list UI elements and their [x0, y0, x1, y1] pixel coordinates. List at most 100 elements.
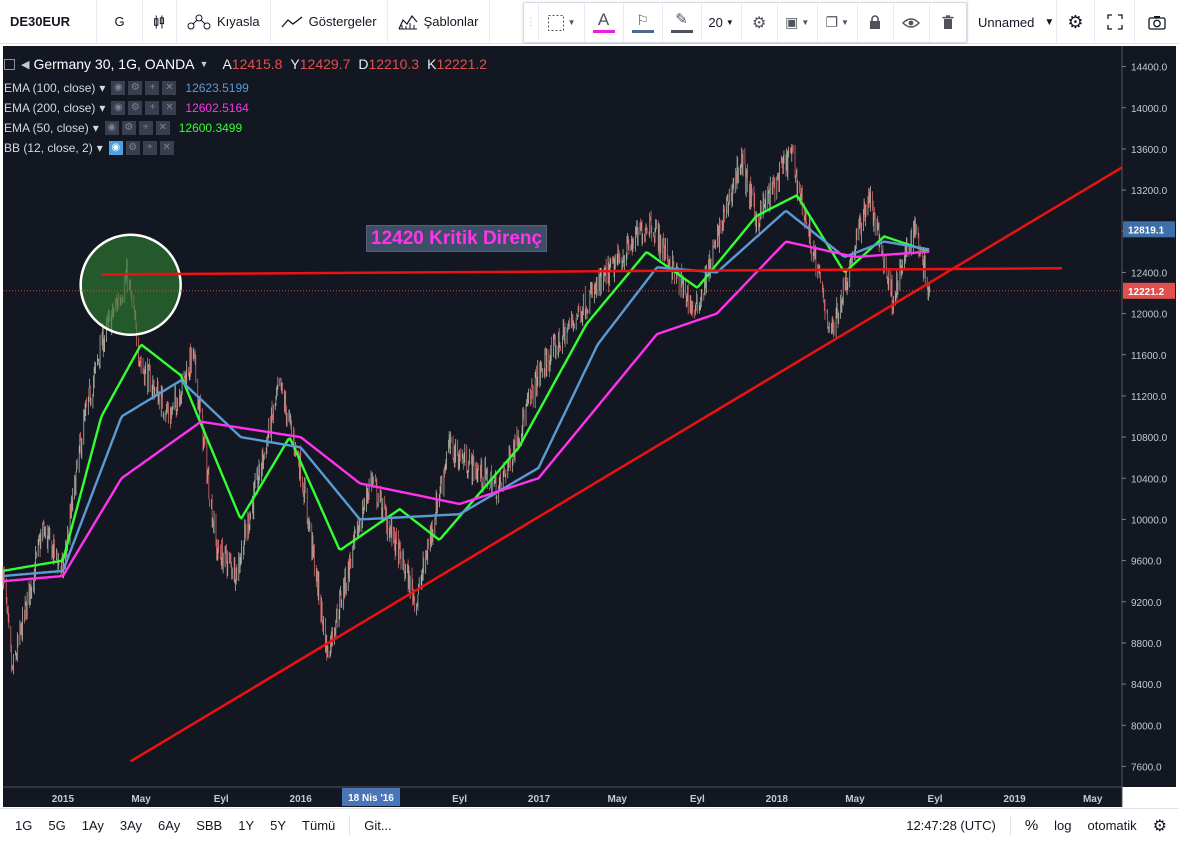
- more-icon[interactable]: +: [145, 101, 160, 115]
- text-color-button[interactable]: A: [585, 3, 624, 42]
- price-tick-label: 14400.0: [1131, 63, 1168, 74]
- chevron-down-icon[interactable]: ▼: [199, 59, 209, 69]
- indicator-legend-row[interactable]: EMA (200, close) ▾ ◉ ⚙ + ✕ 12602.5164: [4, 98, 495, 118]
- font-size-value: 20: [708, 15, 723, 30]
- templates-label: Şablonlar: [423, 14, 479, 29]
- range-button[interactable]: Tümü: [302, 817, 336, 833]
- fullscreen-button[interactable]: [1095, 0, 1135, 44]
- highlight-circle[interactable]: [79, 233, 182, 337]
- templates-button[interactable]: Şablonlar: [388, 0, 490, 44]
- more-icon[interactable]: +: [145, 81, 160, 95]
- chevron-down-icon[interactable]: ▾: [99, 101, 106, 115]
- lock-button[interactable]: [858, 3, 894, 42]
- indicators-button[interactable]: Göstergeler: [271, 0, 388, 44]
- goto-date-button[interactable]: Git...: [364, 817, 392, 833]
- settings-icon[interactable]: ⚙: [128, 81, 143, 95]
- price-tick-label: 8400.0: [1131, 680, 1162, 691]
- more-icon[interactable]: +: [142, 141, 157, 155]
- indicator-value: 12602.5164: [185, 101, 249, 115]
- ohlc-values: A12415.8 Y12429.7 D12210.3 K12221.2: [222, 56, 495, 72]
- range-button[interactable]: 6Ay: [158, 817, 181, 833]
- chevron-down-icon: ▼: [725, 18, 734, 27]
- settings-button[interactable]: ⚙: [1057, 0, 1095, 44]
- indicator-legend-row[interactable]: BB (12, close, 2) ▾ ◉ ⚙ + ✕: [4, 138, 495, 158]
- indicator-label[interactable]: EMA (200, close): [4, 101, 96, 115]
- chevron-down-icon: ▼: [1044, 16, 1055, 28]
- chevron-down-icon[interactable]: ▾: [96, 141, 103, 155]
- range-button[interactable]: 1Ay: [81, 817, 104, 833]
- price-tick-label: 12000.0: [1131, 310, 1168, 321]
- chart-container: 14400.014000.013600.013200.012800.012400…: [0, 44, 1179, 808]
- settings-icon[interactable]: ⚙: [121, 121, 136, 135]
- indicator-controls: ◉ ⚙ + ✕: [104, 121, 173, 135]
- visual-order-button[interactable]: ▣ ▼: [778, 3, 818, 42]
- resistance-annotation[interactable]: 12420 Kritik Direnç: [366, 225, 548, 252]
- time-axis-label: 2018: [766, 794, 789, 805]
- line-color-swatch: [670, 30, 693, 33]
- range-button[interactable]: 5G: [48, 817, 66, 833]
- support-trendline[interactable]: [130, 166, 1123, 763]
- more-icon[interactable]: +: [138, 121, 153, 135]
- chevron-down-icon[interactable]: ▾: [92, 121, 99, 135]
- range-button[interactable]: 1G: [15, 817, 33, 833]
- range-button[interactable]: 3Ay: [119, 817, 143, 833]
- indicator-legend-row[interactable]: EMA (100, close) ▾ ◉ ⚙ + ✕ 12623.5199: [4, 78, 495, 98]
- visibility-select-button[interactable]: ▼: [539, 3, 585, 42]
- fill-color-button[interactable]: ⚐: [624, 3, 663, 42]
- drawing-properties-toolbar: ⋮ ▼ A ⚐ ✎ 20 ▼ ⚙ ▣ ▼ ❐ ▼: [523, 2, 967, 43]
- chart-settings-button[interactable]: ⚙: [1145, 816, 1179, 836]
- indicator-controls: ◉ ⚙ + ✕: [111, 101, 179, 115]
- log-scale-toggle[interactable]: log: [1054, 818, 1072, 833]
- price-tick-label: 11200.0: [1131, 392, 1167, 403]
- time-axis-label: May: [131, 794, 151, 805]
- eye-icon[interactable]: ◉: [111, 81, 126, 95]
- series-title[interactable]: Germany 30, 1G, OANDA: [33, 56, 195, 72]
- time-axis-label: May: [845, 794, 865, 805]
- indicator-label[interactable]: BB (12, close, 2): [4, 141, 93, 155]
- auto-scale-toggle[interactable]: otomatik: [1087, 818, 1137, 833]
- selection-box-icon: [547, 14, 564, 31]
- layout-name-button[interactable]: Unnamed ▼: [967, 0, 1057, 44]
- settings-icon[interactable]: ⚙: [128, 101, 143, 115]
- font-size-select[interactable]: 20 ▼: [702, 3, 742, 42]
- time-axis-label: May: [607, 794, 627, 805]
- ohlc-value: 12210.3: [368, 56, 420, 72]
- delete-button[interactable]: [930, 3, 966, 42]
- chevron-down-icon[interactable]: ▾: [99, 81, 106, 95]
- indicator-legend-row[interactable]: EMA (50, close) ▾ ◉ ⚙ + ✕ 12600.3499: [4, 118, 495, 138]
- eye-icon[interactable]: ◉: [104, 121, 119, 135]
- close-icon[interactable]: ✕: [155, 121, 170, 135]
- settings-icon[interactable]: ⚙: [125, 141, 140, 155]
- time-axis-label: May: [1083, 794, 1103, 805]
- interval-button[interactable]: G: [97, 0, 143, 44]
- collapse-legend-icon[interactable]: [4, 58, 15, 70]
- resistance-line[interactable]: [101, 267, 1063, 276]
- time-axis-label: Eyl: [452, 794, 467, 805]
- close-icon[interactable]: ✕: [159, 141, 174, 155]
- price-chart[interactable]: 14400.014000.013600.013200.012800.012400…: [0, 44, 1179, 808]
- fullscreen-icon: [1106, 14, 1123, 30]
- utc-clock[interactable]: 12:47:28 (UTC): [906, 818, 996, 833]
- close-icon[interactable]: ✕: [162, 101, 177, 115]
- snapshot-button[interactable]: [1135, 0, 1179, 44]
- drawing-settings-button[interactable]: ⚙: [742, 3, 778, 42]
- indicator-controls: ◉ ⚙ + ✕: [108, 141, 177, 155]
- range-button[interactable]: 5Y: [270, 817, 287, 833]
- chevron-down-icon: ▼: [801, 18, 810, 27]
- indicator-label[interactable]: EMA (50, close): [4, 121, 89, 135]
- hide-button[interactable]: [894, 3, 930, 42]
- percent-scale-toggle[interactable]: %: [1024, 817, 1039, 834]
- indicator-label[interactable]: EMA (100, close): [4, 81, 96, 95]
- eye-icon[interactable]: ◉: [108, 141, 123, 155]
- interval-label: G: [114, 14, 125, 29]
- drag-handle[interactable]: ⋮: [524, 3, 539, 42]
- line-color-button[interactable]: ✎: [663, 3, 702, 42]
- symbol-search[interactable]: DE30EUR: [0, 0, 97, 44]
- eye-icon[interactable]: ◉: [111, 101, 126, 115]
- clone-button[interactable]: ❐ ▼: [818, 3, 858, 42]
- chart-style-button[interactable]: [143, 0, 177, 44]
- range-button[interactable]: 1Y: [238, 817, 255, 833]
- compare-button[interactable]: Kıyasla: [177, 0, 271, 44]
- close-icon[interactable]: ✕: [162, 81, 177, 95]
- range-button[interactable]: SBB: [196, 817, 223, 833]
